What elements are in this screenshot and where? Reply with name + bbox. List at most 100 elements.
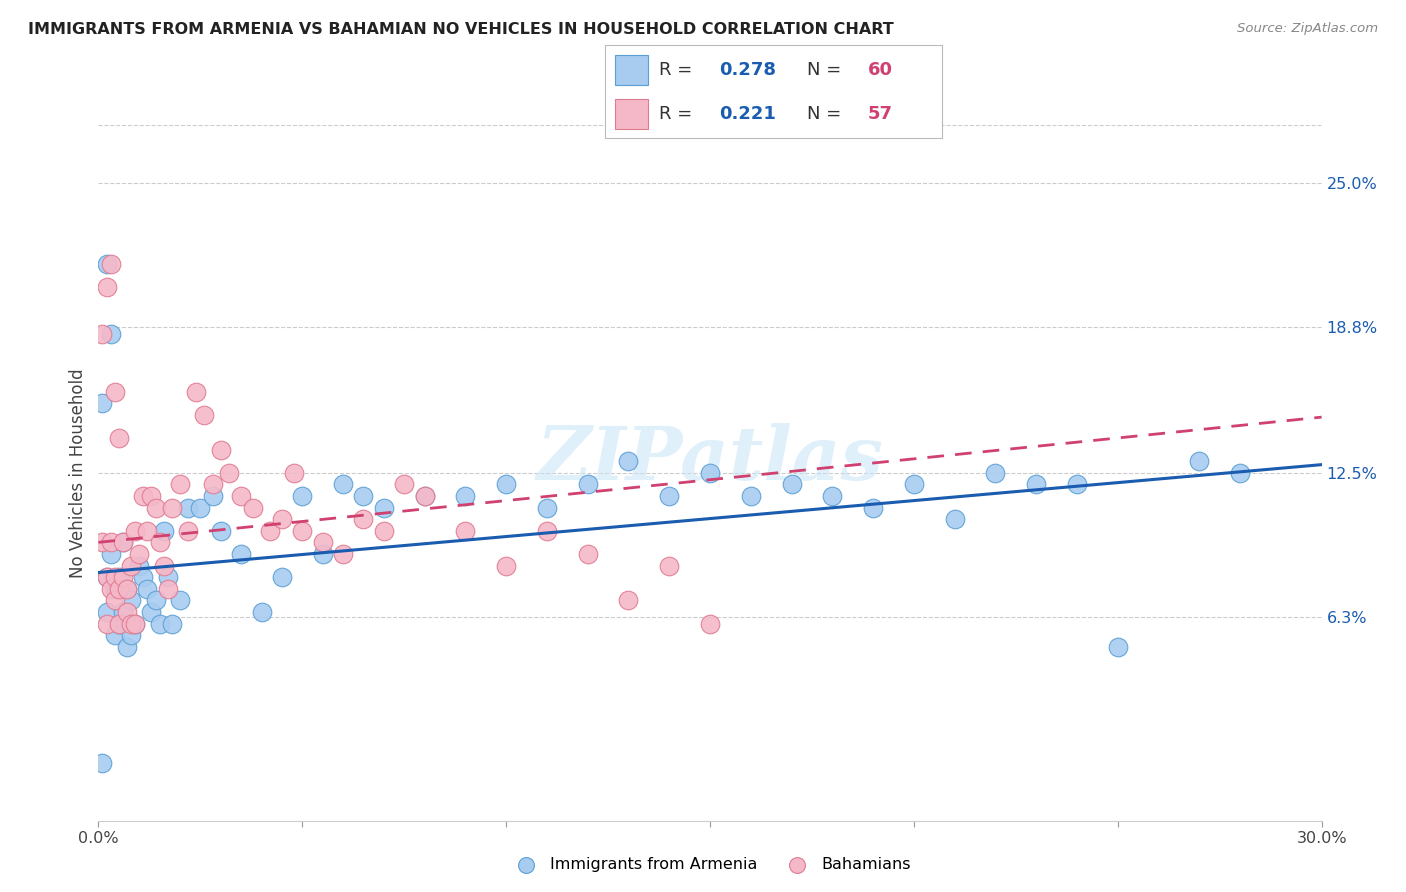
Point <box>1066 477 1088 491</box>
Point <box>291 524 314 538</box>
Point <box>104 582 127 596</box>
Point <box>536 524 558 538</box>
Point <box>100 326 122 341</box>
Point <box>149 535 172 549</box>
Point <box>104 570 127 584</box>
Point <box>536 500 558 515</box>
Point <box>201 477 224 491</box>
Point <box>1025 477 1047 491</box>
Text: N =: N = <box>807 61 841 78</box>
Point <box>108 582 131 596</box>
Point <box>91 326 114 341</box>
Point <box>104 593 127 607</box>
Point <box>231 547 253 561</box>
Text: ZIPatlas: ZIPatlas <box>537 423 883 495</box>
Point <box>1107 640 1129 654</box>
Point <box>120 616 142 631</box>
Point <box>96 616 118 631</box>
Point <box>100 547 122 561</box>
Point <box>124 616 146 631</box>
Point <box>120 628 142 642</box>
Point <box>169 477 191 491</box>
Point <box>821 489 844 503</box>
Point <box>128 558 150 573</box>
Point <box>108 431 131 445</box>
Point <box>115 582 138 596</box>
Point <box>413 489 436 503</box>
Point <box>124 524 146 538</box>
Point <box>96 605 118 619</box>
Point <box>250 605 273 619</box>
Text: IMMIGRANTS FROM ARMENIA VS BAHAMIAN NO VEHICLES IN HOUSEHOLD CORRELATION CHART: IMMIGRANTS FROM ARMENIA VS BAHAMIAN NO V… <box>28 22 894 37</box>
Point <box>128 547 150 561</box>
Text: 57: 57 <box>868 105 893 123</box>
Point <box>413 489 436 503</box>
Point <box>120 593 142 607</box>
Point <box>352 489 374 503</box>
Point <box>332 547 354 561</box>
Point <box>132 489 155 503</box>
Point <box>108 570 131 584</box>
Point <box>740 489 762 503</box>
Point <box>177 524 200 538</box>
Point <box>136 524 159 538</box>
Point <box>169 593 191 607</box>
Point <box>186 384 208 399</box>
Point <box>332 477 354 491</box>
Point <box>658 558 681 573</box>
Point <box>209 442 232 457</box>
Point <box>495 477 517 491</box>
Point <box>111 570 134 584</box>
Point <box>115 605 138 619</box>
Point <box>149 616 172 631</box>
Point <box>617 454 640 468</box>
Point <box>91 535 114 549</box>
Text: 60: 60 <box>868 61 893 78</box>
Point <box>111 605 134 619</box>
Point <box>352 512 374 526</box>
Point <box>152 558 174 573</box>
Bar <box>614 99 648 129</box>
Point <box>454 524 477 538</box>
Point <box>658 489 681 503</box>
Point <box>1188 454 1211 468</box>
Point <box>780 477 803 491</box>
Text: 0.278: 0.278 <box>720 61 776 78</box>
Point <box>188 500 212 515</box>
Point <box>231 489 253 503</box>
Point <box>115 640 138 654</box>
Text: Source: ZipAtlas.com: Source: ZipAtlas.com <box>1237 22 1378 36</box>
Point <box>100 257 122 271</box>
Point <box>111 535 134 549</box>
Point <box>373 524 395 538</box>
Point <box>177 500 200 515</box>
Point <box>209 524 232 538</box>
Point <box>201 489 224 503</box>
Point <box>100 582 122 596</box>
Point <box>270 570 294 584</box>
Point <box>145 500 167 515</box>
Point <box>132 570 155 584</box>
Point <box>242 500 264 515</box>
Point <box>392 477 416 491</box>
Point <box>617 593 640 607</box>
Point <box>1229 466 1251 480</box>
Point <box>576 547 599 561</box>
Point <box>141 489 163 503</box>
Point <box>576 477 599 491</box>
Point <box>160 500 183 515</box>
Point <box>124 616 146 631</box>
Text: R =: R = <box>658 61 692 78</box>
Point <box>495 558 517 573</box>
Point <box>160 616 183 631</box>
Point <box>373 500 395 515</box>
Point <box>312 535 335 549</box>
Point <box>156 570 179 584</box>
Point <box>699 466 721 480</box>
Point <box>312 547 335 561</box>
Point <box>283 466 305 480</box>
Bar <box>614 55 648 85</box>
Point <box>218 466 240 480</box>
Point <box>862 500 884 515</box>
Point <box>152 524 174 538</box>
